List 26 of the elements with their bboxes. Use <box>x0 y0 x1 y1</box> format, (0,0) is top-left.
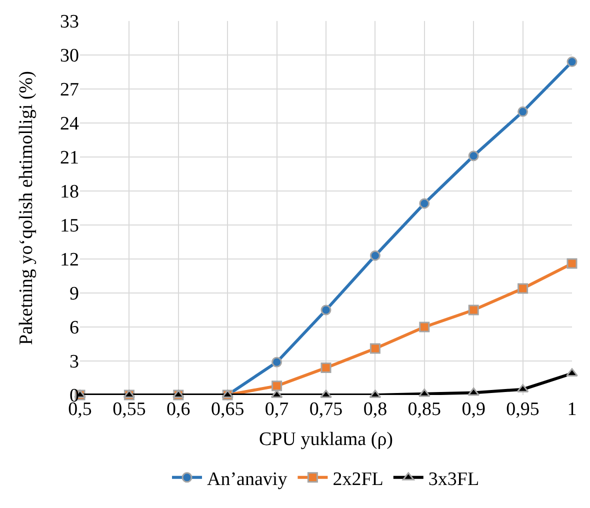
y-tick-label: 3 <box>70 352 79 373</box>
y-tick-label: 30 <box>60 46 79 67</box>
y-tick-label: 6 <box>70 318 79 339</box>
x-tick-label: 0,7 <box>264 399 289 420</box>
y-tick-label: 18 <box>60 182 79 203</box>
y-tick-label: 33 <box>60 12 79 33</box>
legend-label: 2x2FL <box>332 468 384 490</box>
y-tick-label: 12 <box>60 250 79 271</box>
y-tick-label: 9 <box>70 284 79 305</box>
x-tick-label: 0,75 <box>309 399 343 420</box>
y-tick-label: 24 <box>60 114 80 135</box>
x-tick-label: 0,6 <box>166 399 190 420</box>
x-tick-label: 1 <box>567 399 577 420</box>
x-tick-label: 0,95 <box>506 399 540 420</box>
legend-label: 3x3FL <box>428 468 480 490</box>
y-axis-title: Paketning yo‘qolish ehtimolligi (%) <box>16 71 37 345</box>
legend-label: An’anaviy <box>207 468 288 490</box>
x-tick-label: 0,65 <box>210 399 244 420</box>
y-tick-label: 27 <box>60 80 79 101</box>
x-tick-label: 0,8 <box>363 399 388 420</box>
y-tick-label: 21 <box>60 148 79 169</box>
x-tick-label: 0,9 <box>462 399 486 420</box>
x-tick-label: 0,85 <box>408 399 442 420</box>
y-tick-label: 15 <box>60 216 79 237</box>
x-axis-title: CPU yuklama (ρ) <box>258 428 394 450</box>
x-tick-label: 0,55 <box>112 399 146 420</box>
